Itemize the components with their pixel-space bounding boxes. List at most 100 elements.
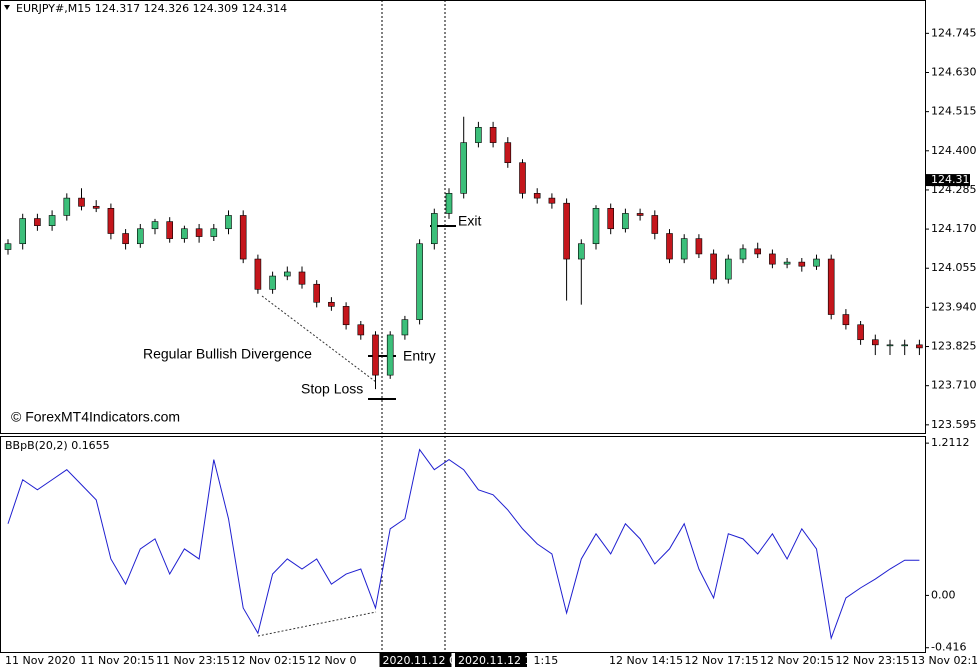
candle-body: [519, 162, 526, 194]
divergence-line: [257, 611, 377, 637]
price-tag-label: 124.314: [931, 173, 977, 186]
annotation: Stop Loss: [301, 381, 363, 397]
y-tick-label: 124.630: [931, 65, 977, 78]
candle-body: [210, 228, 218, 237]
y-tick-label: 0.00: [931, 588, 956, 601]
candle-body: [239, 215, 247, 260]
candle-body: [563, 202, 570, 260]
candle-body: [342, 306, 350, 326]
candle-body: [195, 228, 203, 237]
candle-body: [710, 253, 717, 280]
y-tick-label: 1.2112: [931, 436, 970, 449]
annotation: Exit: [458, 213, 481, 229]
candle-body: [475, 126, 482, 143]
candle-body: [592, 208, 600, 245]
candle-body: [489, 126, 497, 143]
candle-body: [504, 142, 512, 164]
candle-body: [357, 324, 365, 336]
y-tick-label: -0.416: [931, 641, 966, 654]
candle-body: [813, 258, 820, 267]
candle-body: [269, 275, 276, 290]
y-tick-label: 124.400: [931, 144, 977, 157]
x-tick-label: 2020.11.12 11:00: [458, 654, 556, 667]
candle-body: [19, 218, 27, 245]
candle-body: [78, 197, 85, 207]
candle-body: [401, 319, 409, 336]
icon: [4, 5, 10, 10]
annotation: Entry: [403, 348, 436, 364]
candle-body: [754, 248, 762, 255]
candle-body: [283, 271, 291, 277]
x-tick-label: 12 Nov 02:15: [232, 654, 306, 667]
candle-body: [166, 221, 173, 239]
x-tick-label: 12 Nov 17:15: [685, 654, 759, 667]
price-tag: [926, 174, 970, 187]
candle-body: [386, 334, 394, 376]
candle-body: [313, 283, 321, 303]
candle-body: [48, 215, 56, 226]
x-tick-label: 12 Nov 0: [307, 654, 356, 667]
candle-body: [886, 344, 894, 347]
candle-body: [63, 197, 71, 216]
candle-body: [137, 228, 144, 245]
candle-body: [416, 243, 423, 320]
main-panel: [0, 0, 926, 434]
candle-body: [92, 205, 100, 209]
candle-body: [577, 243, 585, 260]
candle-body: [372, 334, 379, 376]
candle-body: [798, 261, 806, 267]
candle-body: [460, 142, 468, 194]
time-highlight: [379, 653, 452, 667]
candle-body: [445, 193, 453, 214]
x-tick-label: 11 Nov 20:15: [81, 654, 155, 667]
candle-body: [739, 248, 747, 260]
candle-body: [430, 213, 438, 245]
indicator-title: BBpB(20,2) 0.1655: [5, 439, 110, 452]
candle-body: [901, 344, 909, 347]
candle-body: [4, 243, 12, 250]
candle-body: [783, 261, 791, 265]
candle-body: [107, 208, 115, 234]
x-tick-label: 2020.11.12 0: [383, 654, 456, 667]
y-tick-label: 124.285: [931, 183, 977, 196]
x-tick-label: 12 Nov 20:15: [760, 654, 834, 667]
candle-body: [225, 215, 232, 230]
candle-body: [724, 258, 732, 280]
candle-body: [254, 258, 262, 290]
x-tick-label: 11 Nov 23:15: [156, 654, 230, 667]
symbol-title: EURJPY#,M15 124.317 124.326 124.309 124.…: [16, 2, 287, 15]
y-tick-label: 124.515: [931, 105, 977, 118]
x-tick-label: 13 Nov 02:15: [911, 654, 977, 667]
indicator-line: [7, 448, 920, 641]
candle-body: [328, 301, 335, 307]
candle-body: [827, 258, 835, 315]
y-tick-label: 123.825: [931, 340, 977, 353]
y-tick-label: 124.055: [931, 261, 977, 274]
x-tick-label: 12 Nov 23:15: [836, 654, 910, 667]
x-tick-label: 12 Nov 14:15: [609, 654, 683, 667]
y-tick-label: 123.710: [931, 379, 977, 392]
candle-body: [607, 208, 615, 230]
candle-body: [34, 218, 41, 226]
y-tick-label: 123.940: [931, 300, 977, 313]
candle-body: [548, 197, 556, 204]
y-tick-label: 123.595: [931, 418, 977, 431]
candle-body: [871, 339, 879, 346]
candle-body: [636, 213, 644, 216]
y-tick-label: 124.745: [931, 26, 977, 39]
candle-body: [695, 238, 703, 255]
candle-body: [298, 271, 306, 285]
candle-body: [769, 253, 776, 265]
x-tick-label: 11 Nov 2020: [5, 654, 75, 667]
candle-body: [857, 324, 864, 341]
candle-body: [122, 233, 129, 245]
candle-body: [181, 228, 188, 239]
x-tick-label: 1:15: [534, 654, 559, 667]
annotation: Regular Bullish Divergence: [143, 346, 312, 362]
candle-body: [666, 233, 673, 260]
candle-body: [533, 193, 541, 199]
time-highlight: [455, 653, 527, 667]
candle-body: [842, 314, 850, 326]
y-tick-label: 124.170: [931, 222, 977, 235]
